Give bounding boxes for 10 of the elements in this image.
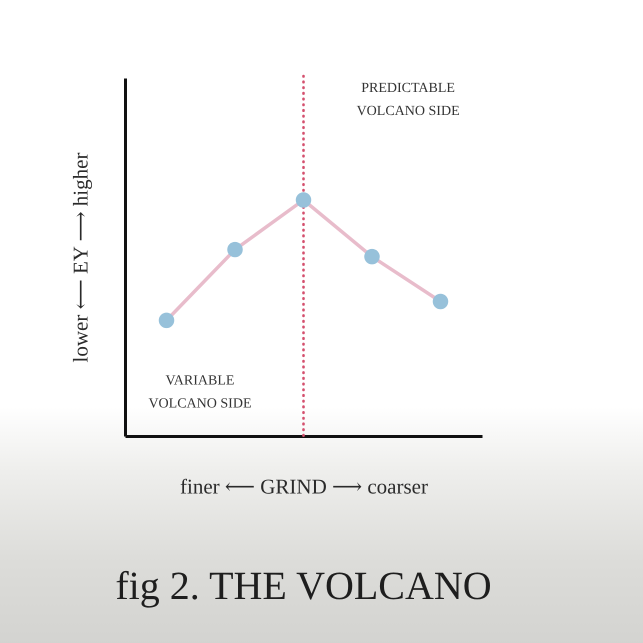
y-axis-title: lower ⟵ EY ⟶ higher	[68, 152, 92, 362]
point	[158, 312, 174, 328]
point	[227, 242, 243, 258]
x-axis-title: finer ⟵ GRIND ⟶ coarser	[180, 474, 428, 498]
point	[364, 248, 380, 264]
point	[296, 192, 312, 208]
point	[432, 294, 448, 310]
annotation: VARIABLE VOLCANO SIDE	[148, 374, 252, 412]
text: fig 2. THE VOLCANO	[115, 563, 492, 608]
text: PREDICTABLE VOLCANO SIDE	[356, 81, 460, 119]
